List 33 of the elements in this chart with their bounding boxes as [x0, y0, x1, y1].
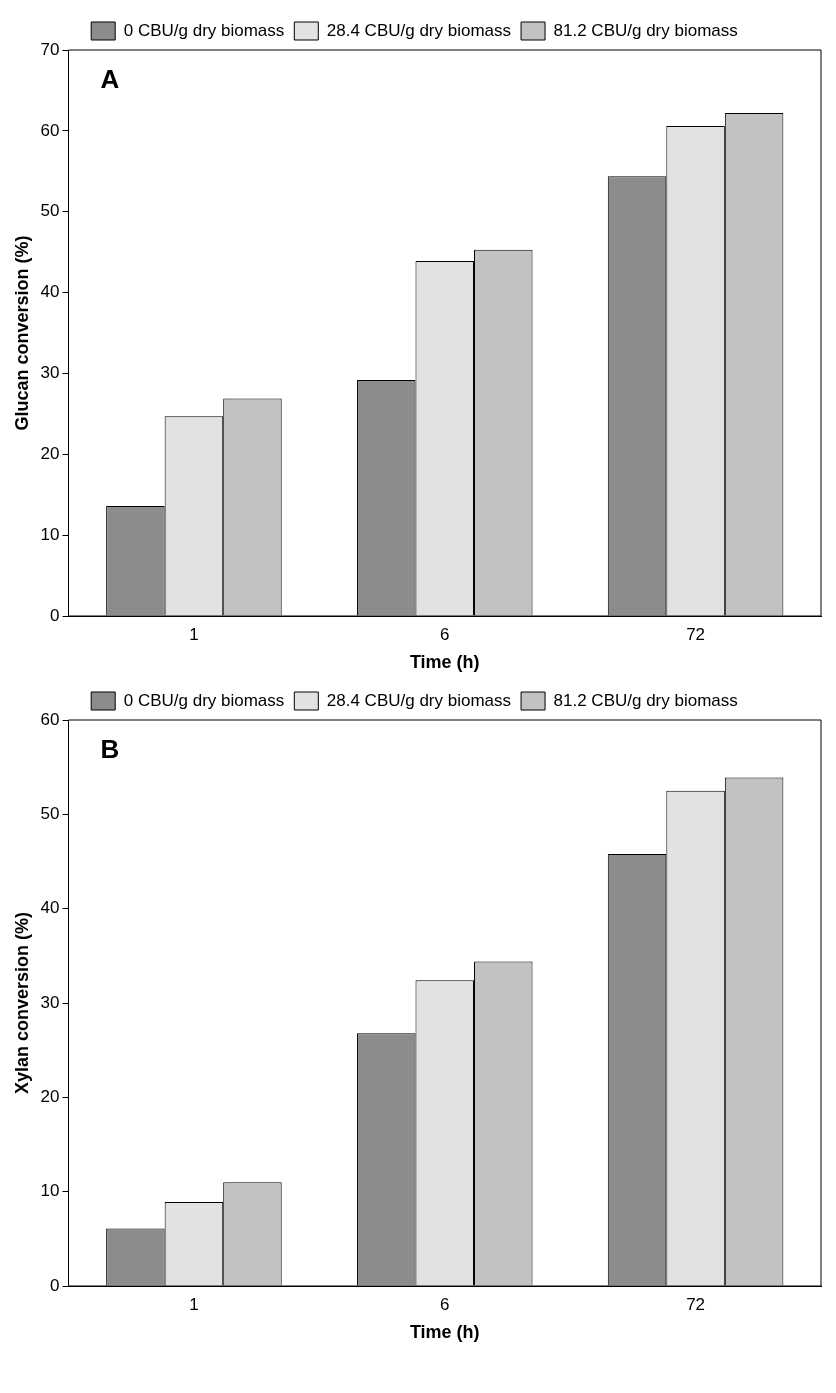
y-tick-label: 40 — [40, 898, 60, 918]
y-tick-label: 20 — [40, 443, 60, 463]
x-tick-label: 72 — [686, 624, 706, 644]
y-axis-title: Xylan conversion (%) — [11, 911, 32, 1095]
legend-label: 0 CBU/g dry biomass — [123, 690, 285, 710]
y-axis-title: Glucan conversion (%) — [11, 235, 32, 431]
y-tick-label: 50 — [40, 804, 60, 824]
y-tick-label: 60 — [40, 120, 60, 140]
x-axis-title: Time (h) — [409, 1322, 480, 1343]
x-tick-label: 6 — [440, 624, 450, 644]
legend-label: 81.2 CBU/g dry biomass — [553, 20, 738, 40]
y-tick-label: 10 — [40, 1181, 60, 1201]
legend-label: 81.2 CBU/g dry biomass — [553, 690, 738, 710]
y-tick-label: 50 — [40, 201, 60, 221]
y-tick-label: 20 — [40, 1087, 60, 1107]
y-tick-label: 0 — [50, 1275, 60, 1295]
y-tick-label: 30 — [40, 992, 60, 1012]
x-tick-label: 1 — [189, 1294, 199, 1314]
x-tick-label: 6 — [440, 1294, 450, 1314]
y-tick-label: 60 — [40, 709, 60, 729]
legend-label: 28.4 CBU/g dry biomass — [326, 690, 512, 710]
annotation: A — [100, 64, 120, 95]
x-tick-label: 72 — [686, 1294, 706, 1314]
legend-label: 28.4 CBU/g dry biomass — [326, 20, 512, 40]
y-tick-label: 10 — [40, 524, 60, 544]
y-tick-label: 40 — [40, 282, 60, 302]
x-tick-label: 1 — [189, 624, 199, 644]
y-tick-label: 70 — [40, 39, 60, 59]
x-axis-title: Time (h) — [409, 652, 480, 673]
y-tick-label: 0 — [50, 605, 60, 625]
legend-label: 0 CBU/g dry biomass — [123, 20, 285, 40]
annotation: B — [100, 734, 120, 765]
y-tick-label: 30 — [40, 363, 60, 383]
